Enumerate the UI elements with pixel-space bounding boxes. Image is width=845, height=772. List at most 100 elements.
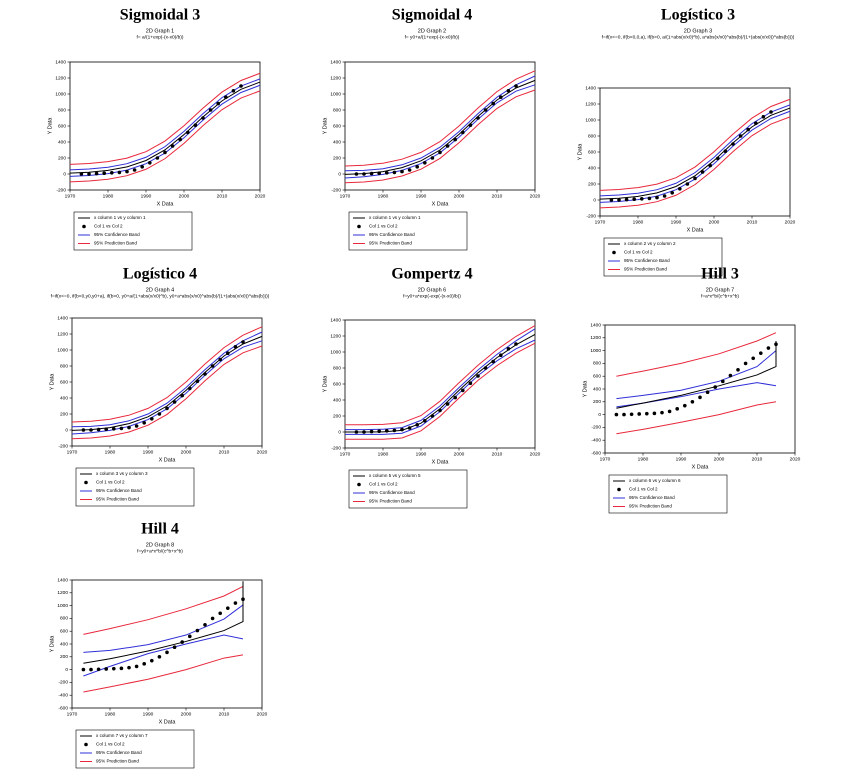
chart-title: Sigmoidal 4 <box>392 7 472 24</box>
data-point <box>754 121 758 125</box>
data-point <box>125 169 129 174</box>
data-point <box>180 393 184 398</box>
x-tick-label: 2000 <box>709 219 720 225</box>
data-point <box>438 150 442 155</box>
data-point <box>698 395 702 400</box>
data-point <box>392 170 397 175</box>
data-point <box>728 373 733 378</box>
data-point <box>94 171 99 176</box>
y-tick-label: 1200 <box>57 331 68 337</box>
data-point <box>738 134 743 138</box>
y-tick-label: 200 <box>58 155 66 161</box>
data-point <box>407 426 412 430</box>
legend-label: 95% Prediction Band <box>624 267 667 272</box>
legend-marker <box>84 480 88 485</box>
data-point <box>203 372 207 376</box>
chart-subtitle: 2D Graph 1 <box>146 28 174 34</box>
legend-label: Col 1 vs Col 2 <box>629 487 658 492</box>
data-point <box>461 388 465 393</box>
data-point <box>195 628 200 633</box>
y-tick-label: 1000 <box>330 349 341 355</box>
band-lower <box>616 401 777 435</box>
x-tick-label: 1970 <box>340 193 351 199</box>
y-tick-label: -400 <box>58 692 68 698</box>
data-point <box>723 149 728 153</box>
legend-label: 95% Prediction Band <box>369 499 412 504</box>
x-tick-label: 1970 <box>65 193 76 199</box>
data-point <box>476 374 480 378</box>
data-point <box>708 163 712 168</box>
data-point <box>491 359 496 364</box>
y-tick-label: 800 <box>593 361 601 367</box>
x-tick-label: 2000 <box>454 193 465 199</box>
y-axis-label: Y Data <box>322 375 328 393</box>
data-point <box>165 650 169 655</box>
legend-label: x column 2 vs y column 2 <box>624 241 676 246</box>
chart-title: Logístico 3 <box>661 7 735 24</box>
chart-title: Sigmoidal 3 <box>120 7 200 24</box>
legend-label: x column 3 vs y column 3 <box>96 471 148 476</box>
band-lower <box>69 90 261 183</box>
x-tick-label: 1970 <box>595 219 606 225</box>
y-tick-label: -200 <box>58 680 68 686</box>
x-axis-label: X Data <box>687 227 705 233</box>
data-point <box>142 421 146 425</box>
data-point <box>514 84 518 88</box>
data-point <box>743 361 748 366</box>
data-point <box>766 346 771 350</box>
data-point <box>716 156 720 161</box>
band-upper <box>345 328 536 431</box>
data-point <box>377 429 382 434</box>
y-tick-label: 400 <box>333 397 341 403</box>
data-point <box>385 171 389 175</box>
data-point <box>476 116 480 120</box>
band-upper <box>345 325 536 426</box>
plot-frame <box>344 319 536 449</box>
x-tick-label: 1970 <box>600 456 611 462</box>
data-point <box>499 353 503 358</box>
y-tick-label: 600 <box>58 123 66 129</box>
y-axis-label: Y Data <box>49 373 55 391</box>
y-tick-label: -400 <box>591 437 601 443</box>
x-tick-label: 2000 <box>714 456 725 462</box>
x-tick-label: 2010 <box>492 451 503 457</box>
legend-label: Col 1 vs Col 2 <box>94 224 123 229</box>
legend-label: 95% Prediction Band <box>96 759 139 764</box>
formula: f= a/(1+exp(-(x-x0)/b)) <box>137 34 184 40</box>
data-point <box>165 406 169 411</box>
data-point <box>705 390 710 395</box>
y-tick-label: 800 <box>60 616 68 622</box>
data-point <box>640 197 644 201</box>
data-point <box>172 400 177 404</box>
y-tick-label: 1200 <box>330 333 341 339</box>
data-point <box>645 411 649 416</box>
data-point <box>731 142 735 146</box>
data-point <box>506 89 511 93</box>
data-point <box>79 172 84 176</box>
data-point <box>157 655 162 659</box>
y-tick-label: -200 <box>586 213 596 219</box>
chart-title: Gompertz 4 <box>391 266 472 283</box>
y-axis-label: Y Data <box>47 117 53 135</box>
data-point <box>700 170 705 174</box>
x-axis-label: X Data <box>159 457 177 463</box>
data-point <box>683 403 687 408</box>
data-point <box>140 165 144 169</box>
y-tick-label: -200 <box>591 425 601 431</box>
data-point <box>622 412 626 417</box>
x-axis-label: X Data <box>159 719 177 725</box>
data-point <box>662 194 667 198</box>
band-lower <box>599 116 791 209</box>
data-point <box>218 611 222 616</box>
legend-marker <box>357 482 361 487</box>
data-point <box>132 168 137 172</box>
data-point <box>415 165 420 169</box>
y-tick-label: 0 <box>598 412 601 418</box>
y-axis-label: Y Data <box>577 143 583 161</box>
y-tick-label: 400 <box>60 395 68 401</box>
legend-box <box>75 729 195 769</box>
data-point <box>667 409 672 414</box>
data-point <box>81 667 86 672</box>
x-tick-label: 1990 <box>143 711 154 717</box>
x-tick-label: 1970 <box>67 711 78 717</box>
